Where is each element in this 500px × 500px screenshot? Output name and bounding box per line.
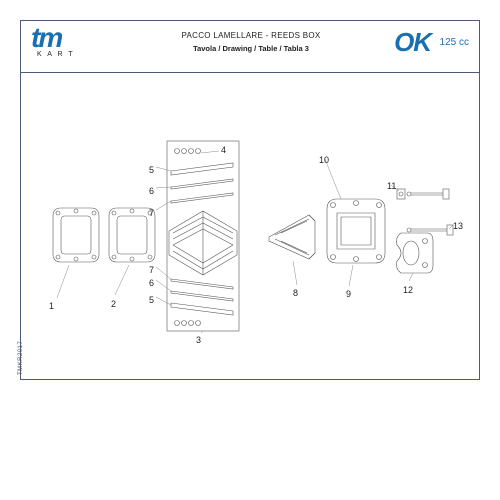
callout-11: 11 [387,181,396,191]
part-intake-flange [397,233,434,273]
part-screws-top [175,149,201,154]
callout-5: 5 [149,165,154,175]
part-reed-bot [171,291,233,301]
title-block: PACCO LAMELLARE - REEDS BOX Tavola / Dra… [146,31,356,53]
part-bolt-top [407,189,449,199]
callout-7: 7 [149,208,154,218]
callout-9: 9 [346,289,351,299]
part-reed2-top [171,193,233,203]
callout-8: 8 [293,288,298,298]
callout-4: 4 [221,145,226,155]
model-name: OK [394,27,431,58]
brand-text: tm [31,27,83,49]
callout-3: 3 [196,335,201,345]
title-main: PACCO LAMELLARE - REEDS BOX [146,31,356,40]
callout-5b: 5 [149,295,154,305]
page-frame: tm K A R T PACCO LAMELLARE - REEDS BOX T… [20,20,480,380]
part-reed-cage [169,211,237,275]
part-stopper-bot [171,303,233,315]
callout-12: 12 [403,285,413,295]
brand-sub: K A R T [37,51,83,58]
title-sub: Tavola / Drawing / Table / Tabla 3 [146,44,356,53]
header: tm K A R T PACCO LAMELLARE - REEDS BOX T… [21,21,479,73]
part-stopper-top [171,163,233,175]
model-block: OK 125 cc [394,27,469,58]
callout-13: 13 [453,221,463,231]
exploded-view-svg [21,73,481,381]
part-screws-bot [175,321,201,326]
part-reed-cage-body [269,215,315,259]
callout-7b: 7 [149,265,154,275]
part-housing [327,199,385,263]
brand-logo: tm K A R T [31,27,83,58]
drawing-area: 1 2 3 4 5 6 7 6 7 5 8 9 10 11 12 13 [21,73,479,381]
model-cc: 125 cc [440,37,469,48]
callout-6: 6 [149,186,154,196]
part-reed-top [171,179,233,189]
callout-10: 10 [319,155,329,165]
part-gasket-front [53,208,99,262]
callout-2: 2 [111,299,116,309]
part-reed2-bot [171,279,233,289]
footer-code: TMKR2017 [18,341,24,375]
callout-6b: 6 [149,278,154,288]
callout-1: 1 [49,301,54,311]
leader-lines [57,151,453,333]
